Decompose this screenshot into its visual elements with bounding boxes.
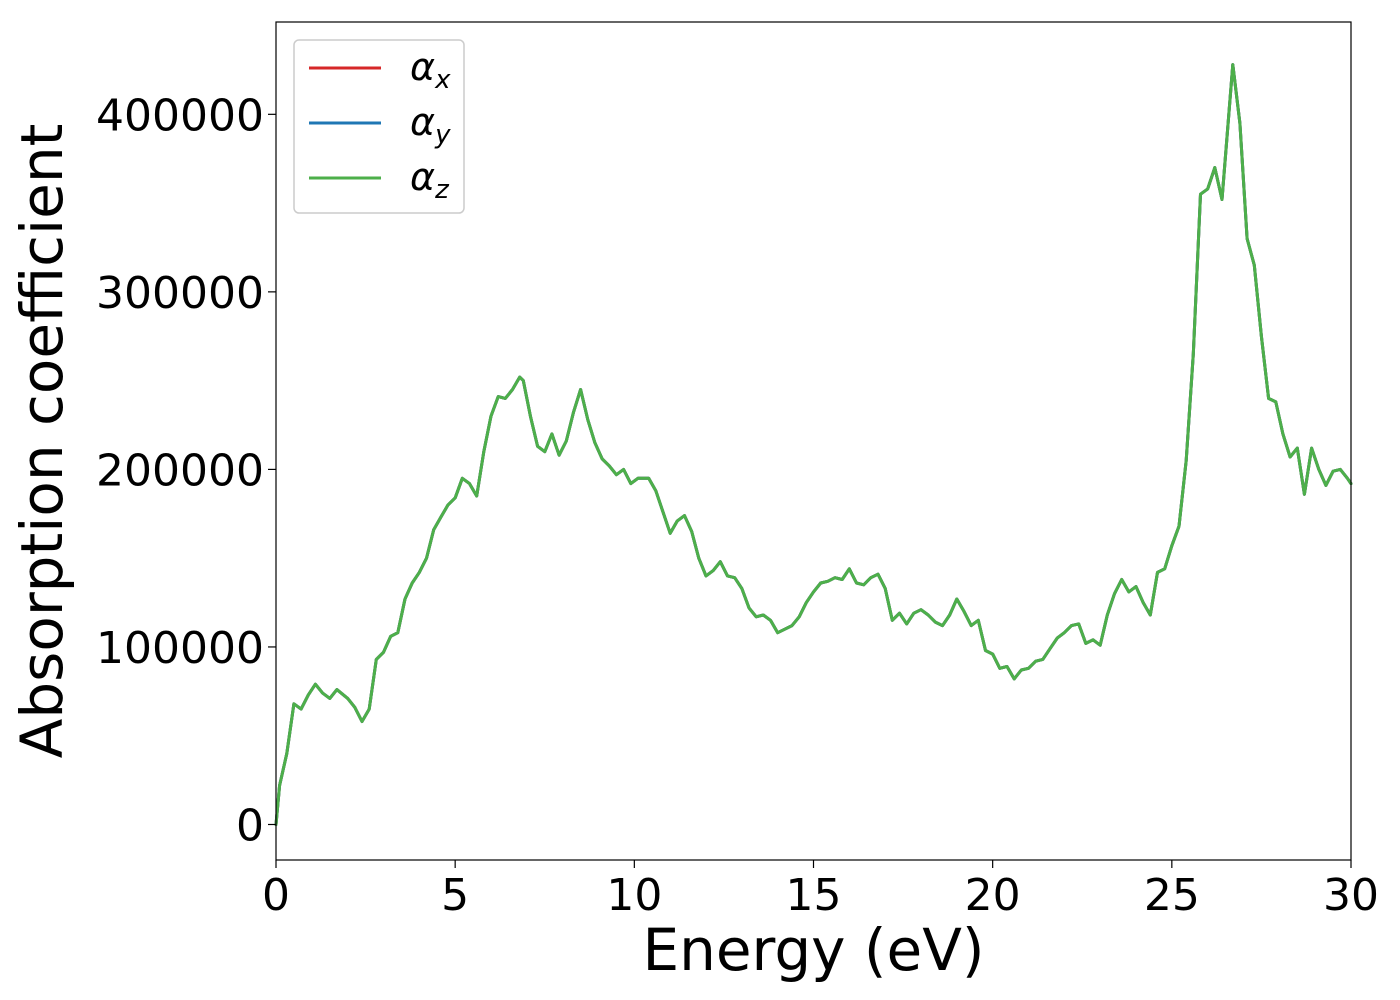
series-layer xyxy=(274,63,1353,826)
x-tick-label: 30 xyxy=(1323,870,1379,921)
series-line-3 xyxy=(274,63,1353,826)
x-tick-label: 5 xyxy=(441,870,469,921)
y-tick-label: 400000 xyxy=(96,90,264,141)
x-axis-ticks: 0 5 10 15 20 25 30 xyxy=(262,860,1379,921)
legend-label: αz xyxy=(410,155,450,205)
x-tick-label: 20 xyxy=(965,870,1021,921)
y-axis-ticks: 0 100000 200000 300000 400000 xyxy=(96,90,276,851)
legend-label: αy xyxy=(410,100,451,150)
y-tick-label: 100000 xyxy=(96,623,264,674)
legend-box xyxy=(293,39,465,214)
y-tick-label: 200000 xyxy=(96,445,264,496)
x-tick-label: 0 xyxy=(262,870,290,921)
y-axis-label: Absorption coefficient xyxy=(8,124,76,759)
y-tick-label: 0 xyxy=(236,800,264,851)
x-axis-label: Energy (eV) xyxy=(642,916,984,984)
x-tick-label: 10 xyxy=(606,870,662,921)
x-tick-label: 15 xyxy=(786,870,842,921)
y-tick-label: 300000 xyxy=(96,268,264,319)
legend-label: αx xyxy=(410,45,451,95)
x-tick-label: 25 xyxy=(1144,870,1200,921)
